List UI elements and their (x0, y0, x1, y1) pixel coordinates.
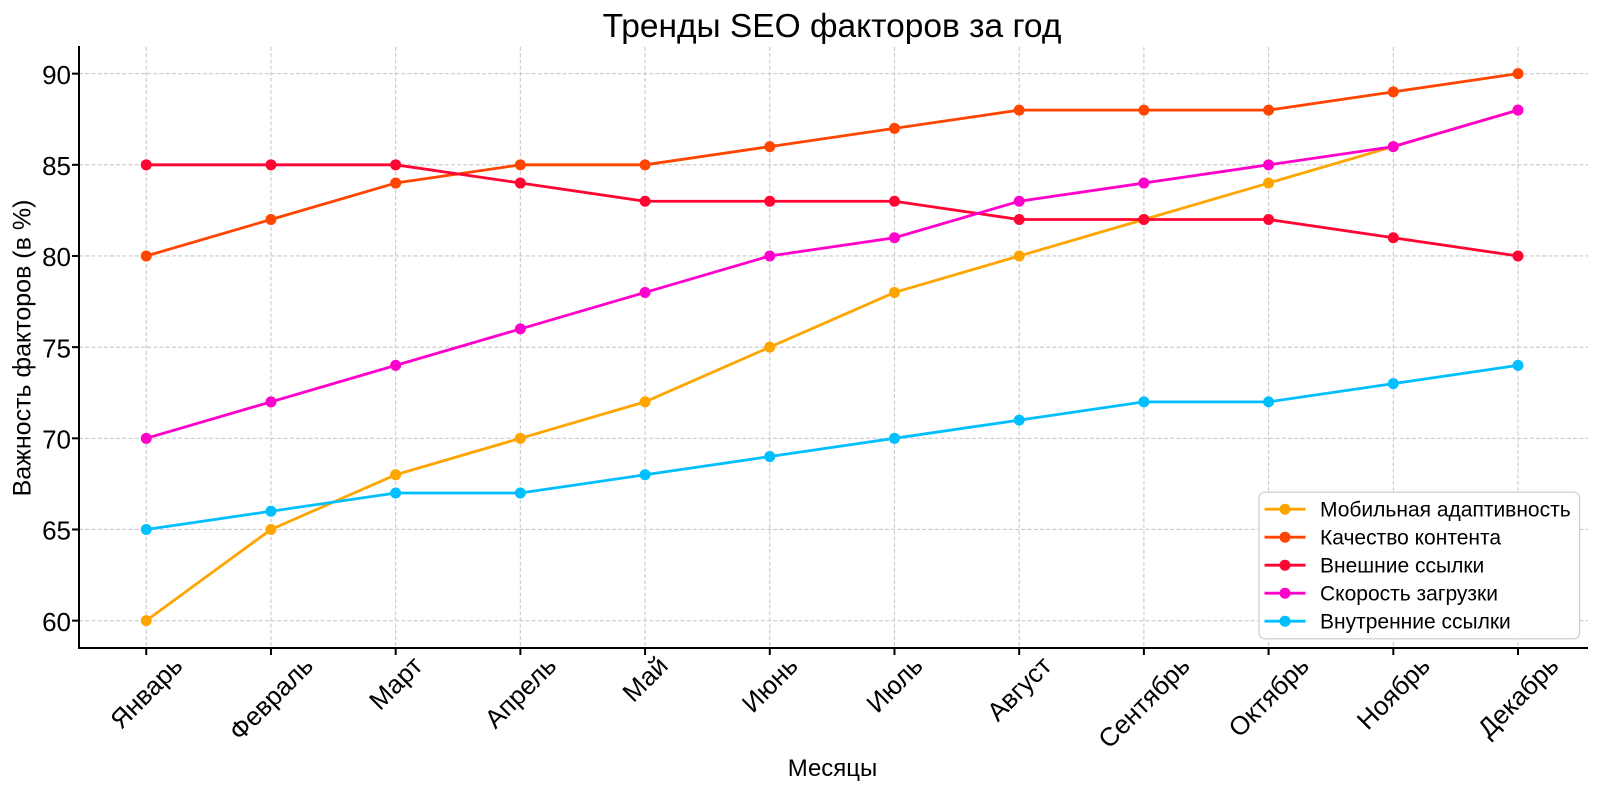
svg-text:Скорость загрузки: Скорость загрузки (1320, 582, 1498, 605)
svg-text:80: 80 (42, 242, 71, 272)
svg-text:90: 90 (42, 60, 71, 90)
svg-text:Внутренние ссылки: Внутренние ссылки (1320, 610, 1511, 633)
svg-text:Внешние ссылки: Внешние ссылки (1320, 554, 1484, 577)
svg-text:70: 70 (42, 425, 71, 455)
svg-text:Тренды SEO факторов за год: Тренды SEO факторов за год (603, 8, 1062, 45)
svg-text:Мобильная адаптивность: Мобильная адаптивность (1320, 498, 1571, 521)
svg-text:85: 85 (42, 151, 71, 181)
svg-text:60: 60 (42, 607, 71, 637)
svg-text:65: 65 (42, 516, 71, 546)
svg-text:75: 75 (42, 333, 71, 363)
svg-text:Месяцы: Месяцы (788, 755, 878, 782)
svg-text:Важность факторов (в %): Важность факторов (в %) (9, 200, 37, 497)
svg-text:Качество контента: Качество контента (1320, 526, 1501, 549)
